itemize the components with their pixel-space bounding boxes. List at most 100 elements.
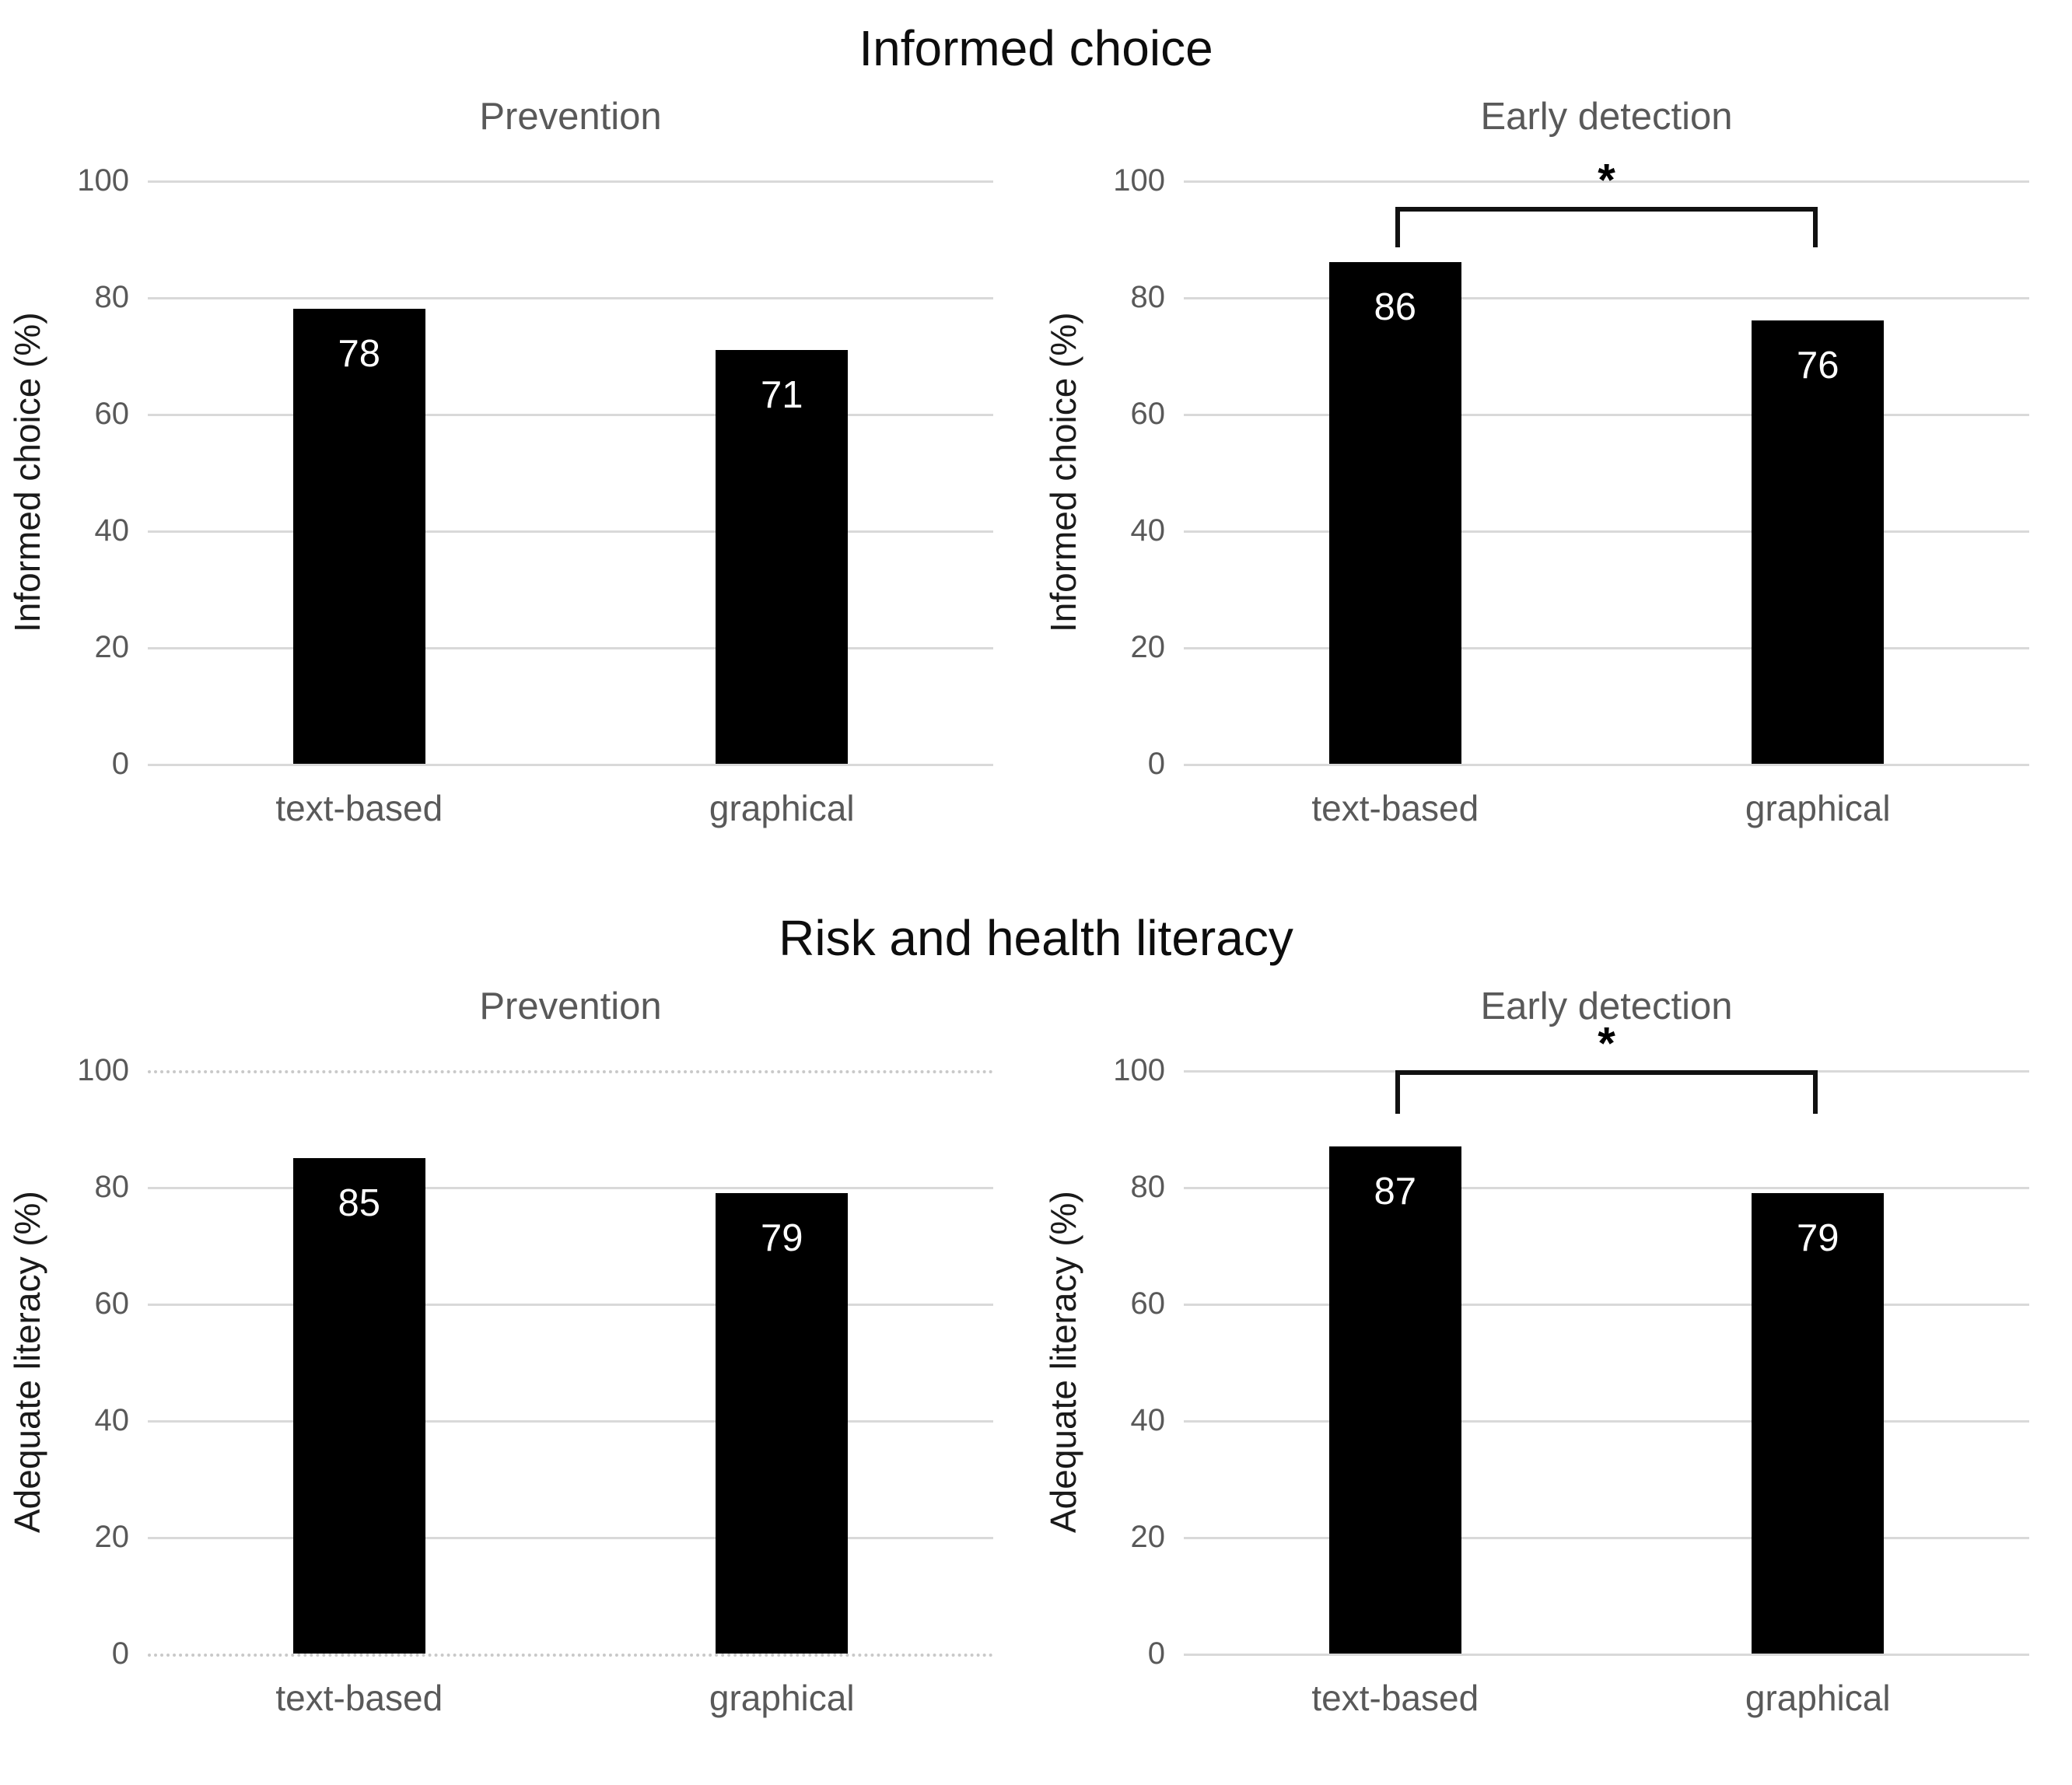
y-tick-label: 60 — [94, 397, 130, 431]
y-tick-label: 80 — [94, 280, 130, 314]
section-title-informed-choice: Informed choice — [859, 20, 1213, 76]
gridline-20 — [148, 1537, 993, 1539]
chart-literacy-early-detection: Early detection Adequate literacy (%) 100 8… — [1036, 974, 2072, 1741]
bar-text-based: 78 — [292, 309, 425, 764]
y-axis-ticks: 100 80 60 40 20 0 — [1090, 165, 1184, 779]
bar-value-label: 76 — [1796, 345, 1839, 387]
gridline-80 — [1184, 1187, 2029, 1189]
bar-graphical: 71 — [716, 349, 849, 764]
bar-graphical: 76 — [1752, 320, 1885, 764]
x-category-label-graphical: graphical — [709, 788, 855, 828]
y-tick-label: 100 — [77, 163, 129, 198]
panels-row-informed-choice: Prevention Informed choice (%) 100 80 60 40 20… — [0, 84, 2072, 851]
gridline-20 — [148, 647, 993, 649]
x-category-label-graphical: graphical — [709, 1678, 855, 1718]
gridline-0 — [1184, 764, 2029, 766]
bar-value-label: 79 — [1796, 1216, 1839, 1259]
gridline-60 — [148, 1304, 993, 1306]
y-tick-label: 100 — [1113, 163, 1165, 198]
y-tick-label: 40 — [1130, 513, 1166, 548]
gridline-40 — [148, 1420, 993, 1423]
significance-bracket — [1395, 1070, 1818, 1115]
bar-value-label: 85 — [338, 1181, 380, 1224]
significance-asterisk: * — [1598, 155, 1615, 206]
chart-informed-choice-prevention: Prevention Informed choice (%) 100 80 60 40 20… — [0, 84, 1036, 851]
plot-area: 78 71 — [148, 180, 993, 766]
gridline-40 — [1184, 1420, 2029, 1423]
chart-subtitle: Prevention — [479, 985, 662, 1027]
y-axis-label: Adequate literacy (%) — [1043, 1191, 1083, 1533]
bar-graphical: 79 — [716, 1192, 849, 1654]
y-tick-label: 20 — [1130, 630, 1166, 664]
chart-subtitle: Early detection — [1480, 985, 1733, 1027]
section-informed-choice: Informed choice Prevention Informed choic… — [0, 0, 2072, 851]
chart-body: Adequate literacy (%) 100 80 60 40 20 0 85 79 — [0, 1055, 1036, 1669]
bar-value-label: 79 — [760, 1216, 803, 1259]
gridline-20 — [1184, 647, 2029, 649]
y-tick-label: 0 — [1147, 747, 1165, 781]
chart-body: Adequate literacy (%) 100 80 60 40 20 0 87 79 * — [1036, 1021, 2072, 1669]
x-category-label-text-based: text-based — [275, 788, 443, 828]
x-category-label-text-based: text-based — [1311, 1678, 1479, 1718]
y-tick-label: 80 — [1130, 1170, 1166, 1204]
x-axis-labels: text-based graphical — [1184, 1654, 2029, 1741]
y-tick-label: 0 — [111, 747, 129, 781]
significance-bracket — [1395, 206, 1818, 248]
gridline-0 — [148, 1654, 993, 1657]
y-axis-ticks: 100 80 60 40 20 0 — [54, 1055, 148, 1669]
y-axis-ticks: 100 80 60 40 20 0 — [1090, 1055, 1184, 1669]
gridline-100 — [148, 1070, 993, 1073]
y-tick-label: 0 — [1147, 1636, 1165, 1671]
x-category-label-graphical: graphical — [1745, 788, 1891, 828]
chart-body: Informed choice (%) 100 80 60 40 20 0 86 76 * — [1036, 158, 2072, 779]
gridline-40 — [148, 530, 993, 533]
gridline-100 — [1184, 180, 2029, 183]
y-tick-label: 100 — [1113, 1053, 1165, 1087]
x-axis-labels: text-based graphical — [1184, 764, 2029, 851]
section-title-risk-health-literacy: Risk and health literacy — [779, 910, 1293, 966]
y-tick-label: 60 — [1130, 1286, 1166, 1321]
chart-literacy-prevention: Prevention Adequate literacy (%) 100 80 60 40… — [0, 974, 1036, 1741]
y-tick-label: 20 — [94, 630, 130, 664]
chart-subtitle: Early detection — [1480, 96, 1733, 138]
plot-area: 87 79 * — [1184, 1021, 2029, 1656]
gridline-80 — [1184, 297, 2029, 299]
y-axis-ticks: 100 80 60 40 20 0 — [54, 165, 148, 779]
chart-informed-choice-early-detection: Early detection Informed choice (%) 100 80 6… — [1036, 84, 2072, 851]
bar-text-based: 85 — [292, 1157, 425, 1654]
y-tick-label: 80 — [1130, 280, 1166, 314]
y-tick-label: 40 — [94, 1403, 130, 1437]
x-category-label-text-based: text-based — [275, 1678, 443, 1718]
y-tick-label: 100 — [77, 1053, 129, 1087]
gridline-0 — [148, 764, 993, 766]
gridline-0 — [1184, 1654, 2029, 1656]
plot-area: 86 76 * — [1184, 158, 2029, 766]
gridline-20 — [1184, 1537, 2029, 1539]
bar-graphical: 79 — [1752, 1192, 1885, 1654]
x-axis-labels: text-based graphical — [148, 1654, 993, 1741]
y-axis-label: Informed choice (%) — [1043, 312, 1083, 632]
gridline-60 — [1184, 414, 2029, 416]
y-tick-label: 60 — [1130, 397, 1166, 431]
gridline-80 — [148, 1187, 993, 1189]
plot-area: 85 79 — [148, 1070, 993, 1657]
chart-body: Informed choice (%) 100 80 60 40 20 0 78 71 — [0, 165, 1036, 779]
y-tick-label: 0 — [111, 1636, 129, 1671]
panels-row-risk-health-literacy: Prevention Adequate literacy (%) 100 80 60 40… — [0, 974, 2072, 1741]
y-tick-label: 40 — [1130, 1403, 1166, 1437]
y-tick-label: 60 — [94, 1286, 130, 1321]
gridline-40 — [1184, 530, 2029, 533]
bar-value-label: 86 — [1374, 286, 1416, 328]
bar-value-label: 87 — [1374, 1170, 1416, 1213]
y-tick-label: 20 — [1130, 1520, 1166, 1554]
y-tick-label: 80 — [94, 1170, 130, 1204]
gridline-80 — [148, 297, 993, 299]
y-tick-label: 40 — [94, 513, 130, 548]
x-category-label-graphical: graphical — [1745, 1678, 1891, 1718]
section-risk-health-literacy: Risk and health literacy Prevention Adequ… — [0, 890, 2072, 1741]
chart-subtitle: Prevention — [479, 96, 662, 138]
gridline-60 — [148, 414, 993, 416]
bar-text-based: 86 — [1328, 262, 1461, 764]
bar-text-based: 87 — [1328, 1146, 1461, 1654]
